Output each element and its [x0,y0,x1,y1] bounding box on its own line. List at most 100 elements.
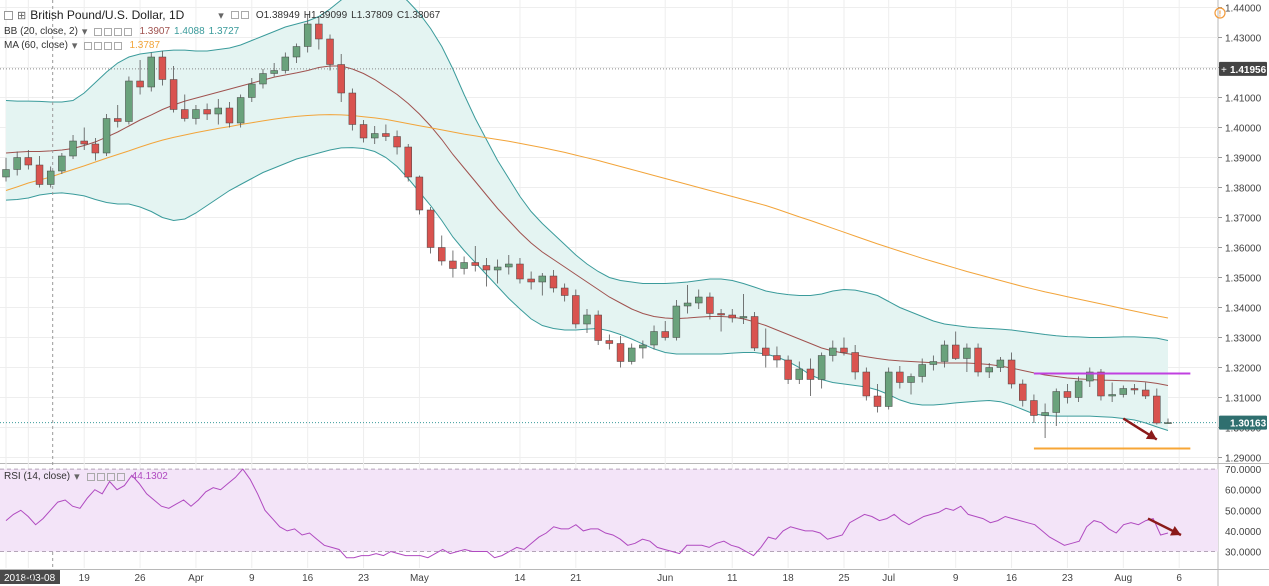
candle-body [426,209,435,248]
candle-body [1153,395,1161,424]
time-tick-label: 26 [135,573,147,584]
candle-body [829,347,837,356]
ma-legend: MA (60, close) ▾ 1.3787 [4,39,160,52]
candle-body [236,97,245,124]
time-tick-label: 19 [79,573,91,584]
chevron-down-icon[interactable]: ▾ [71,40,78,52]
candle-body [1063,391,1072,398]
candle-body [661,331,669,338]
time-tick-label: 11 [727,573,738,584]
rsi-tick-label: 50.0000 [1225,506,1262,517]
price-tick-label: 1.40000 [1225,124,1262,135]
arrow-head [1170,526,1181,536]
candle-body [69,140,77,157]
candle-body [326,38,334,65]
candle-body [348,92,357,125]
bb-buttons[interactable] [94,27,133,36]
candle-body [58,155,66,172]
chevron-down-icon[interactable]: ▾ [218,9,224,22]
date-badge-bg [0,570,60,584]
price-tick-label: 1.39000 [1225,154,1262,165]
candle-body [449,260,457,269]
open-value: O1.38949 [255,9,300,21]
candle-body [471,262,479,266]
candle-body [940,344,949,362]
candle-body [404,146,412,178]
bb-lower-value: 1.3727 [208,26,240,37]
candle-body [248,83,256,98]
ma-value: 1.3787 [129,40,161,51]
bb-upper-line [5,0,1169,341]
candle-body [549,275,558,289]
price-tick-label: 1.38000 [1225,184,1262,195]
rsi-tick-label: 40.0000 [1225,527,1262,538]
candle-body [80,140,88,145]
chevron-down-icon[interactable]: ▾ [74,471,80,483]
bb-legend: BB (20, close, 2) ▾ 1.3907 1.4088 1.3727 [4,25,239,38]
chevron-down-icon[interactable]: ▾ [81,26,88,38]
candle-body [2,169,10,178]
candle-body [739,316,748,319]
candle-body [605,340,614,344]
rsi-label[interactable]: RSI (14, close) [4,471,71,482]
candle-body [91,143,100,154]
candle-body [114,118,122,122]
ma-label[interactable]: MA (60, close) [4,40,68,51]
candle-body [415,176,424,211]
candle-body [616,343,625,362]
candle-body [270,70,278,74]
price-label-badge: 1.41956+ [1219,61,1267,76]
ma-buttons[interactable] [84,41,123,50]
price-badge-bg [1219,61,1267,76]
candle-body [181,109,189,119]
bb-label[interactable]: BB (20, close, 2) [4,26,78,37]
price-tick-label: 1.35000 [1225,274,1262,285]
candle-body [214,107,223,115]
price-tick-label: 1.41000 [1225,94,1262,105]
candle-body [907,376,915,383]
candle-body [840,347,848,353]
candle-body [639,344,647,349]
candle-body [1097,371,1105,397]
high-value: H1.39099 [303,9,348,21]
candle-body [627,347,636,362]
candle-body [493,266,502,271]
rsi-value: 44.1302 [131,471,168,482]
candle-body [750,316,759,349]
candle-body [1041,412,1049,416]
candle-body [1108,394,1116,397]
date-badge-label: 2018-03-08 [4,573,56,584]
ma60-line [5,114,1169,319]
time-tick-label: 23 [358,573,370,584]
candle-body [46,170,55,185]
time-tick-label: 16 [302,573,314,584]
candle-body [929,361,938,365]
rsi-band-fill [0,469,1218,552]
rsi-buttons[interactable] [86,472,125,481]
price-tick-label: 1.31000 [1225,394,1262,405]
price-tick-label: 1.36000 [1225,244,1262,255]
time-tick-label: 21 [570,573,582,584]
candle-body [158,56,167,80]
price-tick-label: 1.33000 [1225,334,1262,345]
time-tick-label: Apr [188,573,204,584]
candle-body [1141,389,1150,397]
candle-body [817,355,826,380]
candle-body [527,278,535,283]
info-icon-mark: ! [1219,10,1222,19]
down-arrow-price [1122,417,1158,441]
legend-buttons[interactable] [230,11,249,19]
collapse-icon[interactable] [4,10,13,20]
time-tick-label: 18 [783,573,795,584]
candle-body [259,73,267,85]
candle-body [505,263,513,268]
candle-body [773,355,781,361]
price-badge-bg [1219,415,1267,430]
time-tick-label: Aug [1114,573,1132,584]
candles [2,14,1172,438]
candle-body [370,133,379,139]
candle-body [1086,371,1094,382]
chart-type-icon[interactable]: ⊞ [17,9,27,22]
